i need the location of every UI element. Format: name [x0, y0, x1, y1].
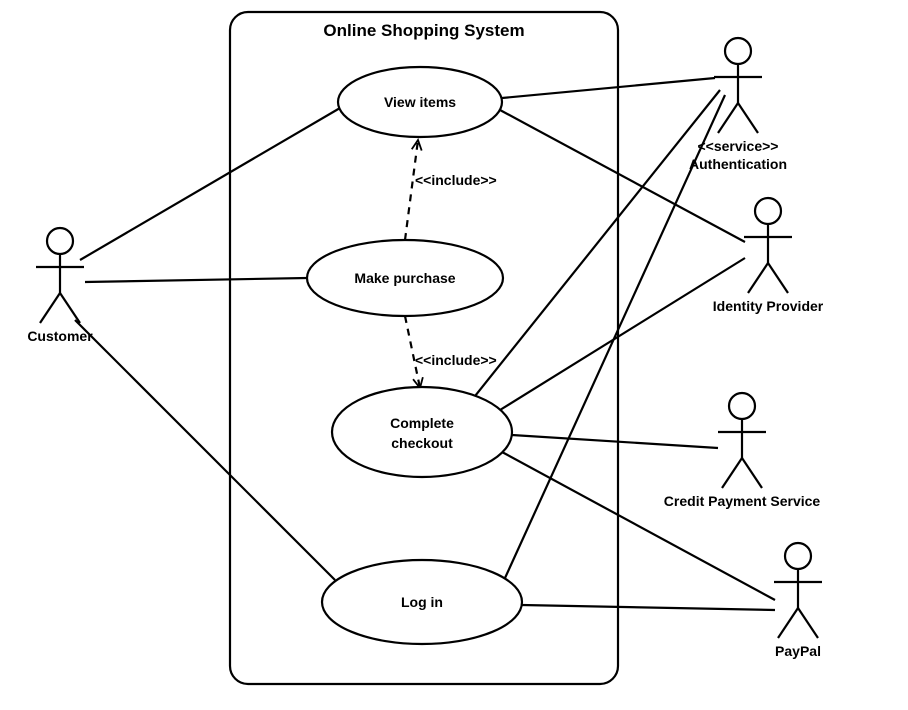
edge-paypal-checkout [502, 452, 775, 600]
actor-identity-label: Identity Provider [713, 298, 824, 314]
usecase-view-label: View items [384, 94, 456, 110]
system-title: Online Shopping System [323, 21, 524, 40]
actor-auth [714, 38, 762, 133]
include-label-inc2: <<include>> [415, 352, 497, 368]
actor-identity [744, 198, 792, 293]
actor-customer [36, 228, 84, 323]
edge-purchase-view [405, 140, 418, 240]
actor-auth-label: Authentication [689, 156, 787, 172]
edge-customer-purchase [85, 278, 307, 282]
edge-credit-checkout [512, 435, 718, 448]
actor-customer-label: Customer [27, 328, 93, 344]
actor-credit-label: Credit Payment Service [664, 493, 821, 509]
edges-layer [75, 78, 775, 610]
actor-credit [718, 393, 766, 488]
actor-auth-stereo: <<service>> [698, 138, 779, 154]
edge-paypal-login [522, 605, 775, 610]
edge-customer-login [75, 320, 335, 580]
usecase-checkout [332, 387, 512, 477]
include-label-inc1: <<include>> [415, 172, 497, 188]
usecase-checkout-label1: Complete [390, 415, 454, 431]
usecase-login-label: Log in [401, 594, 443, 610]
edge-identity-checkout [500, 258, 745, 410]
usecase-purchase-label: Make purchase [354, 270, 455, 286]
actor-paypal-label: PayPal [775, 643, 821, 659]
edge-auth-view [502, 78, 715, 98]
edge-customer-view [80, 108, 340, 260]
usecase-checkout-label2: checkout [391, 435, 453, 451]
actor-paypal [774, 543, 822, 638]
